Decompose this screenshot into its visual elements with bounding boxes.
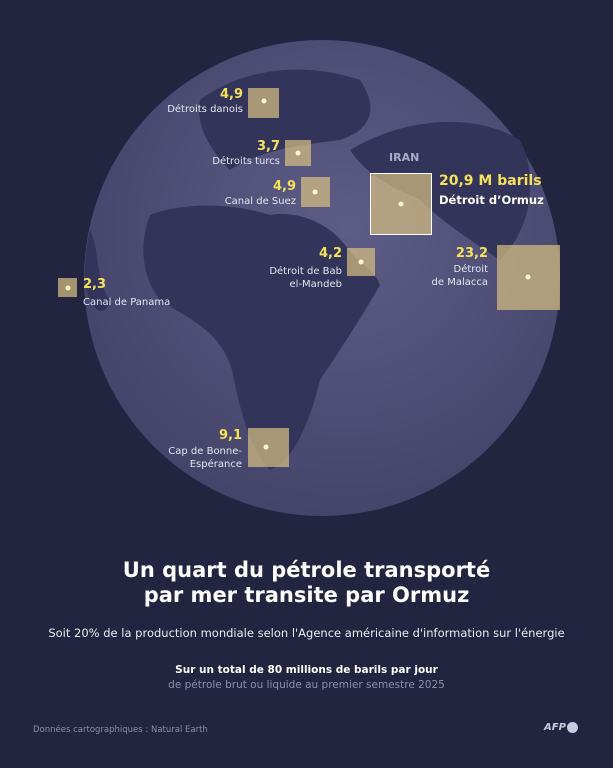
subtitle: Soit 20% de la production mondiale selon…: [48, 626, 565, 640]
strait-value: 4,2: [318, 246, 342, 261]
strait-label: Détroit de Bab el-Mandeb: [269, 266, 342, 290]
strait-label: Détroit de Malacca: [431, 264, 488, 288]
afp-logo: AFP: [544, 722, 578, 733]
strait-dot: [312, 189, 318, 195]
land-masses: [85, 69, 531, 470]
strait-dot: [398, 201, 404, 207]
country-label-iran: IRAN: [389, 151, 420, 164]
strait-marker-cape-good-hope[interactable]: [248, 428, 289, 467]
strait-value: 9,1: [218, 428, 242, 443]
strait-value: 20,9 M barils: [439, 173, 542, 189]
note-light: de pétrole brut ou liquide au premier se…: [168, 679, 445, 691]
page-title: Un quart du pétrole transporté par mer tr…: [122, 558, 491, 607]
afp-logo-circle-icon: [566, 722, 578, 733]
strait-label: Détroit d’Ormuz: [439, 193, 544, 207]
strait-dot: [263, 444, 269, 450]
strait-value: 3,7: [256, 139, 280, 154]
source-credit: Données cartographiques : Natural Earth: [33, 725, 208, 735]
strait-value: 4,9: [219, 87, 243, 102]
strait-value: 4,9: [272, 179, 296, 194]
strait-label: Canal de Suez: [224, 196, 296, 207]
note-bold: Sur un total de 80 millions de barils pa…: [175, 664, 438, 676]
strait-dot: [358, 259, 364, 265]
strait-dot: [261, 98, 267, 104]
strait-value: 2,3: [83, 277, 107, 292]
strait-dot: [295, 150, 301, 156]
strait-label: Canal de Panama: [83, 297, 171, 308]
strait-value: 23,2: [455, 246, 488, 261]
strait-dot: [65, 285, 71, 291]
strait-label: Détroits danois: [167, 104, 243, 115]
strait-dot: [525, 274, 531, 280]
strait-label: Détroits turcs: [212, 156, 280, 167]
strait-label: Cap de Bonne- Espérance: [168, 446, 242, 470]
globe-map: [84, 40, 560, 516]
